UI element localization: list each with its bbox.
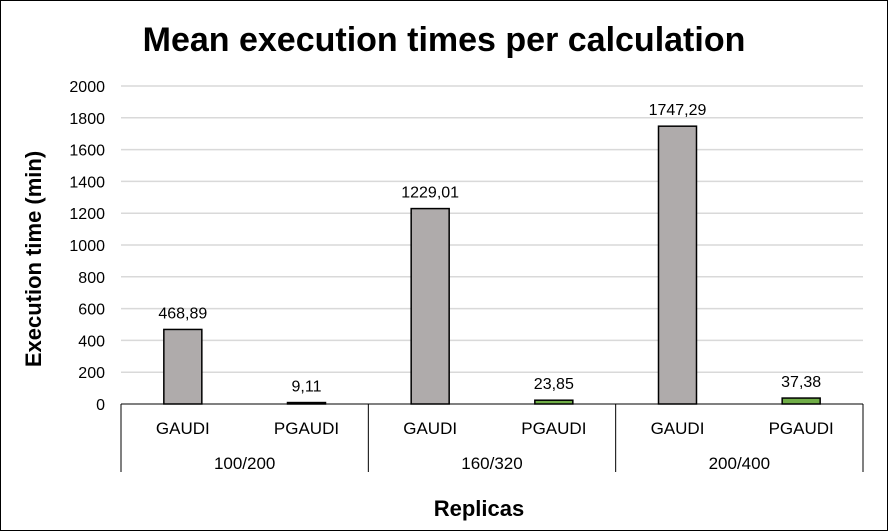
data-label: 468,89 (158, 305, 207, 322)
x-category-label: GAUDI (403, 419, 457, 438)
x-group-label: 200/400 (709, 454, 770, 473)
x-category-label: PGAUDI (521, 419, 586, 438)
data-label: 37,38 (781, 374, 821, 391)
y-tick-label: 1400 (69, 174, 105, 191)
y-tick-label: 1200 (69, 206, 105, 223)
y-tick-label: 0 (96, 397, 105, 414)
bar-100-200-gaudi (163, 328, 203, 405)
bar-160-320-pgaudi (534, 399, 574, 405)
y-tick-label: 2000 (69, 79, 105, 96)
y-tick-label: 1600 (69, 143, 105, 160)
data-label: 1229,01 (401, 185, 459, 202)
x-group-label: 100/200 (214, 454, 275, 473)
y-tick-label: 1800 (69, 111, 105, 128)
data-label: 9,11 (292, 379, 322, 396)
bar-200-400-gaudi (657, 125, 698, 405)
y-tick-label: 400 (78, 333, 105, 350)
x-axis-title: Replicas (434, 496, 525, 521)
gridlines (121, 85, 863, 373)
bar-160-320-gaudi (410, 207, 450, 405)
y-tick-label: 800 (78, 270, 105, 287)
y-tick-label: 200 (78, 365, 105, 382)
x-category-label: PGAUDI (769, 419, 834, 438)
bars (163, 125, 821, 405)
bar-200-400-pgaudi (781, 397, 821, 405)
x-group-label: 160/320 (461, 454, 522, 473)
data-labels: 468,89 9,11 1229,01 23,85 1747,29 37,38 (158, 102, 821, 395)
y-tick-label: 1000 (69, 238, 105, 255)
x-category-label: GAUDI (156, 419, 210, 438)
data-label: 23,85 (534, 376, 574, 393)
chart-title: Mean execution times per calculation (143, 21, 746, 59)
data-label: 1747,29 (649, 102, 707, 119)
y-axis-title: Execution time (min) (21, 151, 46, 367)
x-category-label: GAUDI (651, 419, 705, 438)
y-tick-label: 600 (78, 302, 105, 319)
y-axis-ticks: 0 200 400 600 800 1000 1200 1400 1600 1800 2000 (69, 79, 105, 414)
x-category-label: PGAUDI (274, 419, 339, 438)
